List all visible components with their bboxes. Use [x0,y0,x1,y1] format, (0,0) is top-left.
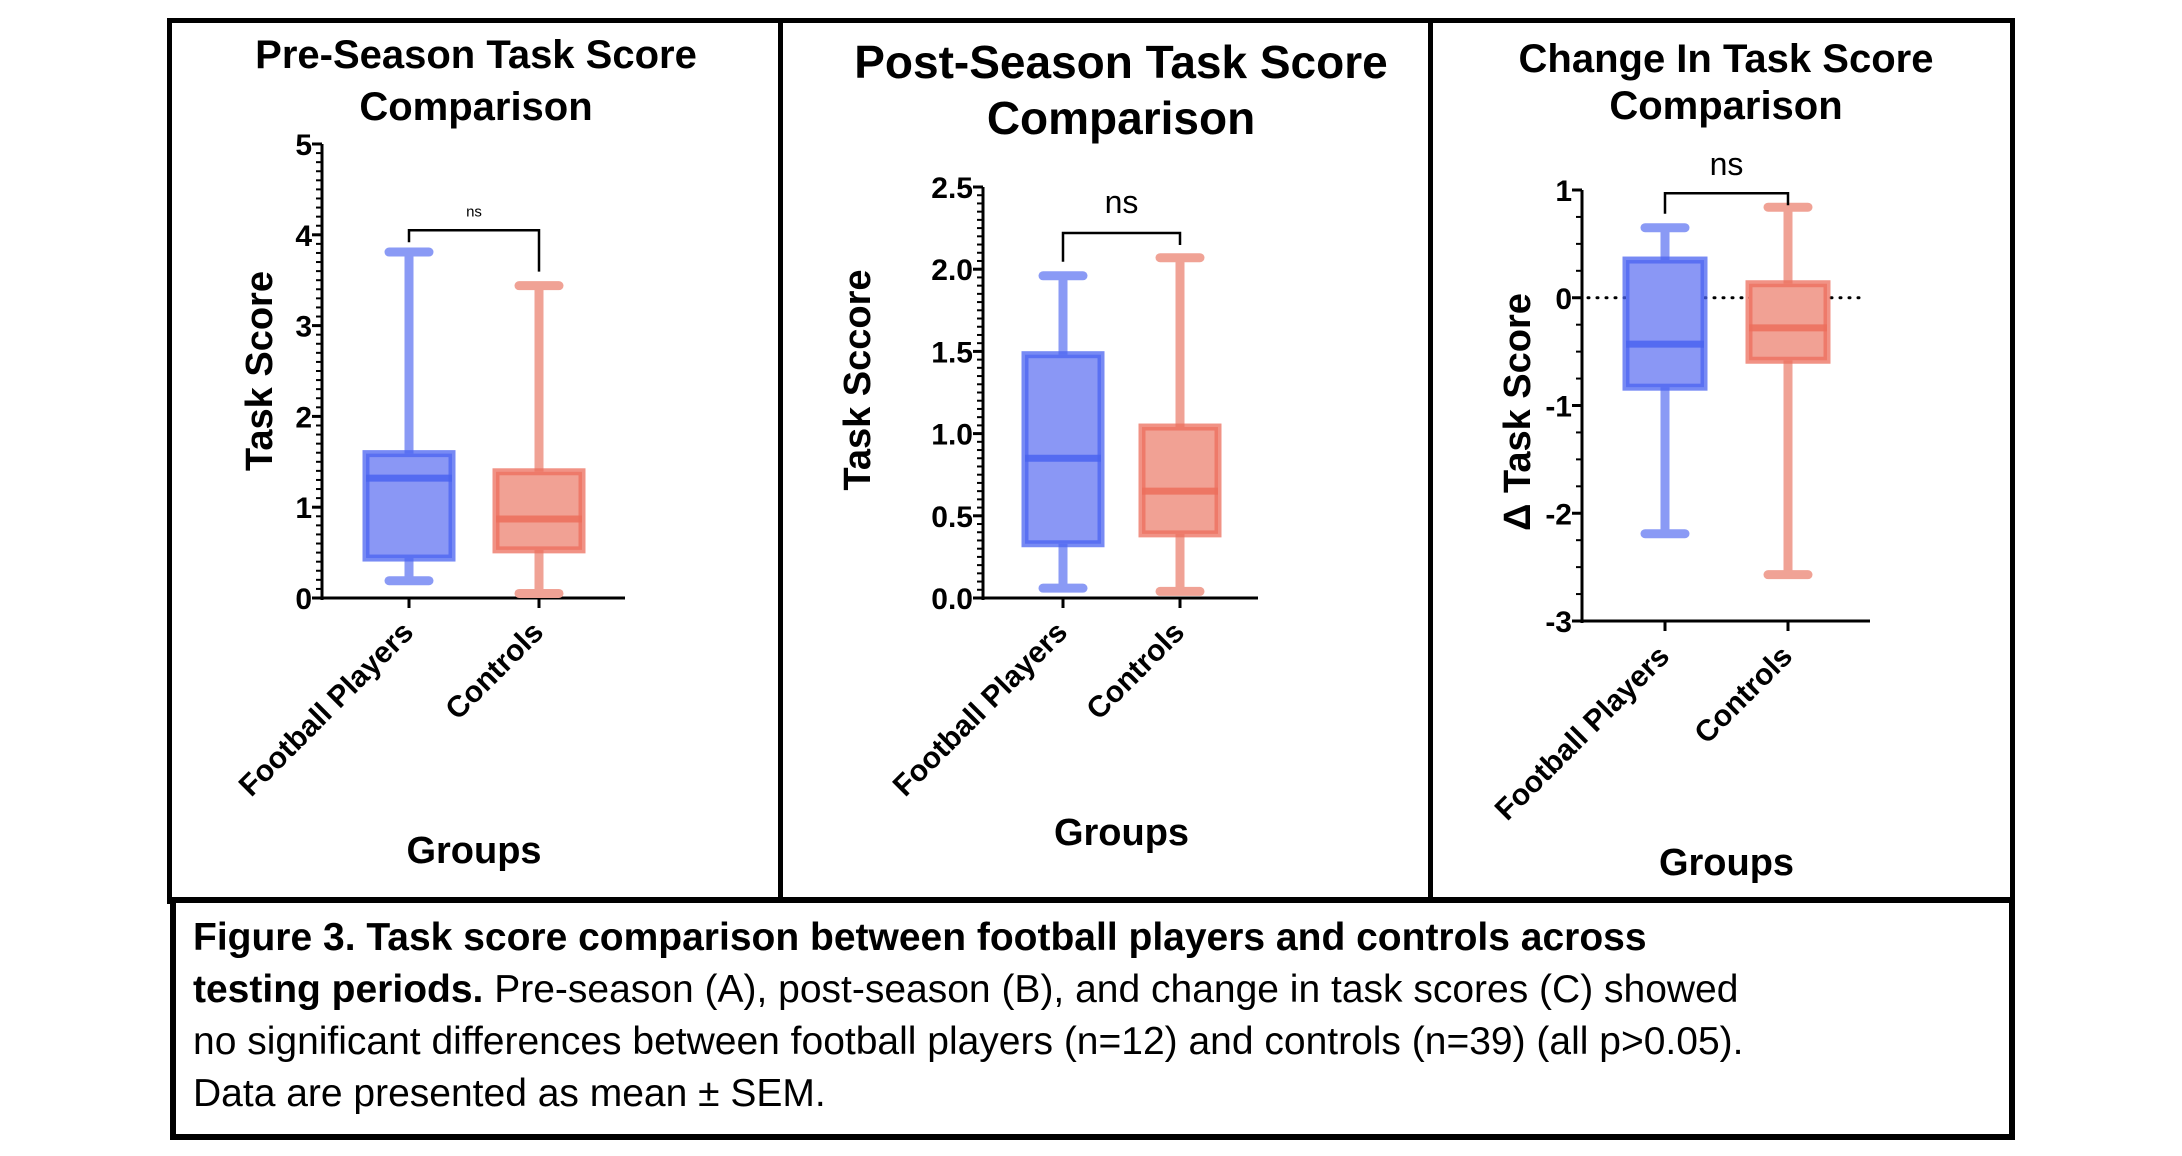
y-axis-label: Δ Task Score [1497,293,1539,531]
chart-title-line: Post-Season Task Score [854,36,1387,88]
iqr-box [492,468,586,554]
iqr-box [1745,280,1831,364]
panel-a-frame [167,18,785,904]
significance-bracket [1061,231,1182,262]
panel-b-frame [778,18,1435,904]
y-tick-label: 2.5 [931,172,973,205]
caption-line-1: Figure 3. Task score comparison between … [193,916,1647,959]
significance-label: ns [466,203,482,220]
x-axis-label: Groups [1659,842,1794,884]
significance-label: ns [1710,146,1744,182]
chart-title-line: Comparison [987,92,1255,144]
y-tick-label: 0 [1555,283,1572,316]
iqr-box [1138,423,1222,538]
panel-a: Pre-Season Task Score Comparison 0 1 2 3 4 5 Tas… [233,33,697,872]
caption-line-2-bold: testing periods. [193,968,484,1011]
figure-caption: Figure 3. Task score comparison between … [193,912,1993,1120]
iqr-box [1021,351,1105,548]
y-tick-label: -1 [1545,391,1572,424]
x-axis-label: Groups [406,830,541,872]
significance-bracket [407,229,541,272]
x-tick-label: Controls [1688,640,1799,751]
x-tick-label: Controls [439,616,550,727]
y-tick-label: 4 [295,220,312,253]
chart-title-line: Pre-Season Task Score [255,33,697,77]
box-controls [492,281,586,598]
significance-label: ns [1105,184,1139,220]
x-tick-label: Football Players [1489,640,1676,827]
y-tick-label: -3 [1545,606,1572,639]
x-tick-label: Football Players [233,616,420,803]
y-tick-label: 2.0 [931,254,973,287]
significance-bracket [1663,191,1790,214]
caption-box [170,897,2015,1140]
x-axis-label: Groups [1054,812,1189,854]
chart-title-line: Change In Task Score [1519,37,1934,81]
y-tick-label: 1 [1555,175,1572,208]
box-football-players [362,247,456,586]
y-tick-label: 1.0 [931,419,973,452]
box-football-players [1021,271,1105,593]
y-tick-label: 2 [295,401,312,434]
y-tick-label: 3 [295,311,312,344]
x-tick-label: Football Players [887,616,1074,803]
box-football-players [1622,223,1708,539]
y-tick-label: 0 [295,583,312,616]
y-axis-label: Task Sccore [837,269,879,490]
y-tick-label: -2 [1545,498,1572,531]
y-tick-label: 0.0 [931,583,973,616]
caption-line-3: no significant differences between footb… [193,1020,1744,1063]
caption-line-4: Data are presented as mean ± SEM. [193,1072,826,1115]
y-tick-label: 1 [295,492,312,525]
y-axis-label: Task Score [239,271,281,471]
y-tick-label: 0.5 [931,501,973,534]
box-controls [1745,202,1831,580]
x-tick-label: Controls [1080,616,1191,727]
caption-line-2: Pre-season (A), post-season (B), and cha… [483,968,1739,1011]
iqr-box [362,450,456,562]
y-tick-label: 1.5 [931,336,973,369]
chart-title-line: Comparison [359,85,592,129]
chart-title-line: Comparison [1609,84,1842,128]
iqr-box [1622,256,1708,391]
y-tick-label: 5 [295,129,312,162]
box-controls [1138,253,1222,596]
